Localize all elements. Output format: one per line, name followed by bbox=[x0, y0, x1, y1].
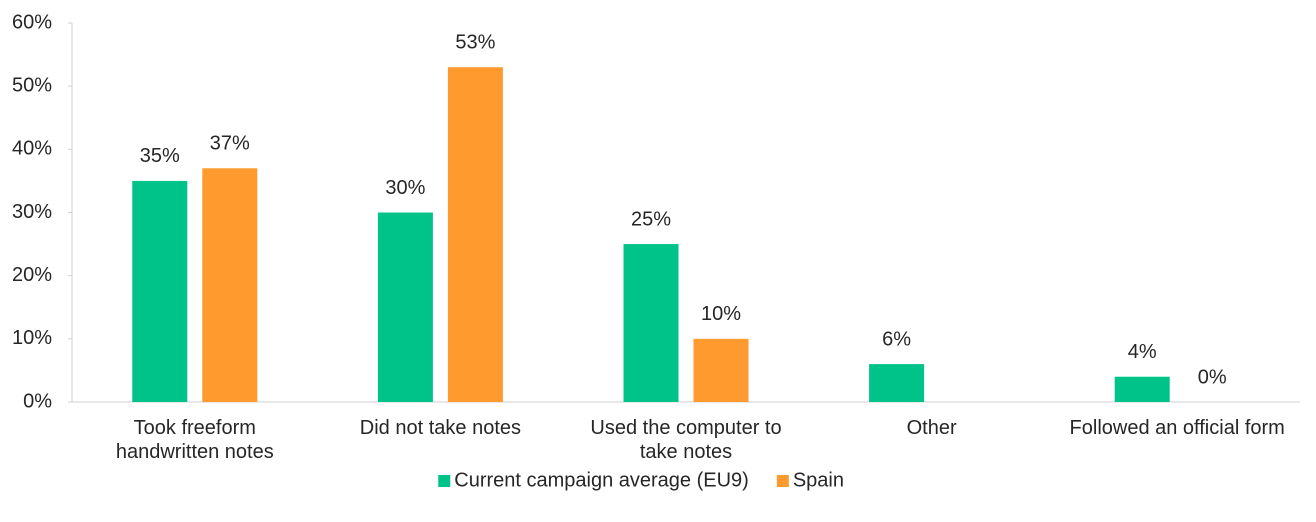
x-tick-label: Took freeform handwritten notes bbox=[115, 417, 274, 463]
data-label: 37% bbox=[210, 133, 250, 155]
data-label: 35% bbox=[140, 145, 180, 167]
bar bbox=[1114, 376, 1170, 402]
legend-label: Spain bbox=[793, 469, 844, 491]
bar bbox=[869, 364, 925, 402]
data-label: 4% bbox=[1128, 341, 1157, 363]
legend-swatch bbox=[776, 475, 789, 487]
bar bbox=[202, 168, 258, 402]
y-tick-label: 60% bbox=[12, 11, 52, 33]
bar bbox=[377, 212, 433, 402]
bar bbox=[693, 338, 749, 402]
y-tick-label: 40% bbox=[12, 138, 52, 160]
bar bbox=[132, 180, 188, 402]
x-tick-label: Used the computer to take notes bbox=[590, 417, 782, 463]
y-tick-label: 0% bbox=[23, 390, 52, 412]
bar bbox=[447, 67, 503, 402]
legend-swatch bbox=[438, 475, 451, 487]
data-label: 10% bbox=[701, 303, 741, 325]
legend-label: Current campaign average (EU9) bbox=[454, 469, 749, 491]
bar bbox=[623, 244, 679, 402]
x-tick-label: Followed an official form bbox=[1069, 417, 1285, 439]
data-label: 25% bbox=[631, 208, 671, 230]
y-tick-label: 10% bbox=[12, 327, 52, 349]
y-tick-label: 20% bbox=[12, 264, 52, 286]
x-tick-label: Other bbox=[906, 417, 957, 439]
y-tick-label: 50% bbox=[12, 74, 52, 96]
data-label: 30% bbox=[385, 177, 425, 199]
data-label: 0% bbox=[1198, 366, 1227, 388]
data-label: 6% bbox=[882, 328, 911, 350]
data-label: 53% bbox=[455, 31, 495, 53]
x-tick-label: Did not take notes bbox=[359, 417, 521, 439]
y-tick-label: 30% bbox=[12, 201, 52, 223]
